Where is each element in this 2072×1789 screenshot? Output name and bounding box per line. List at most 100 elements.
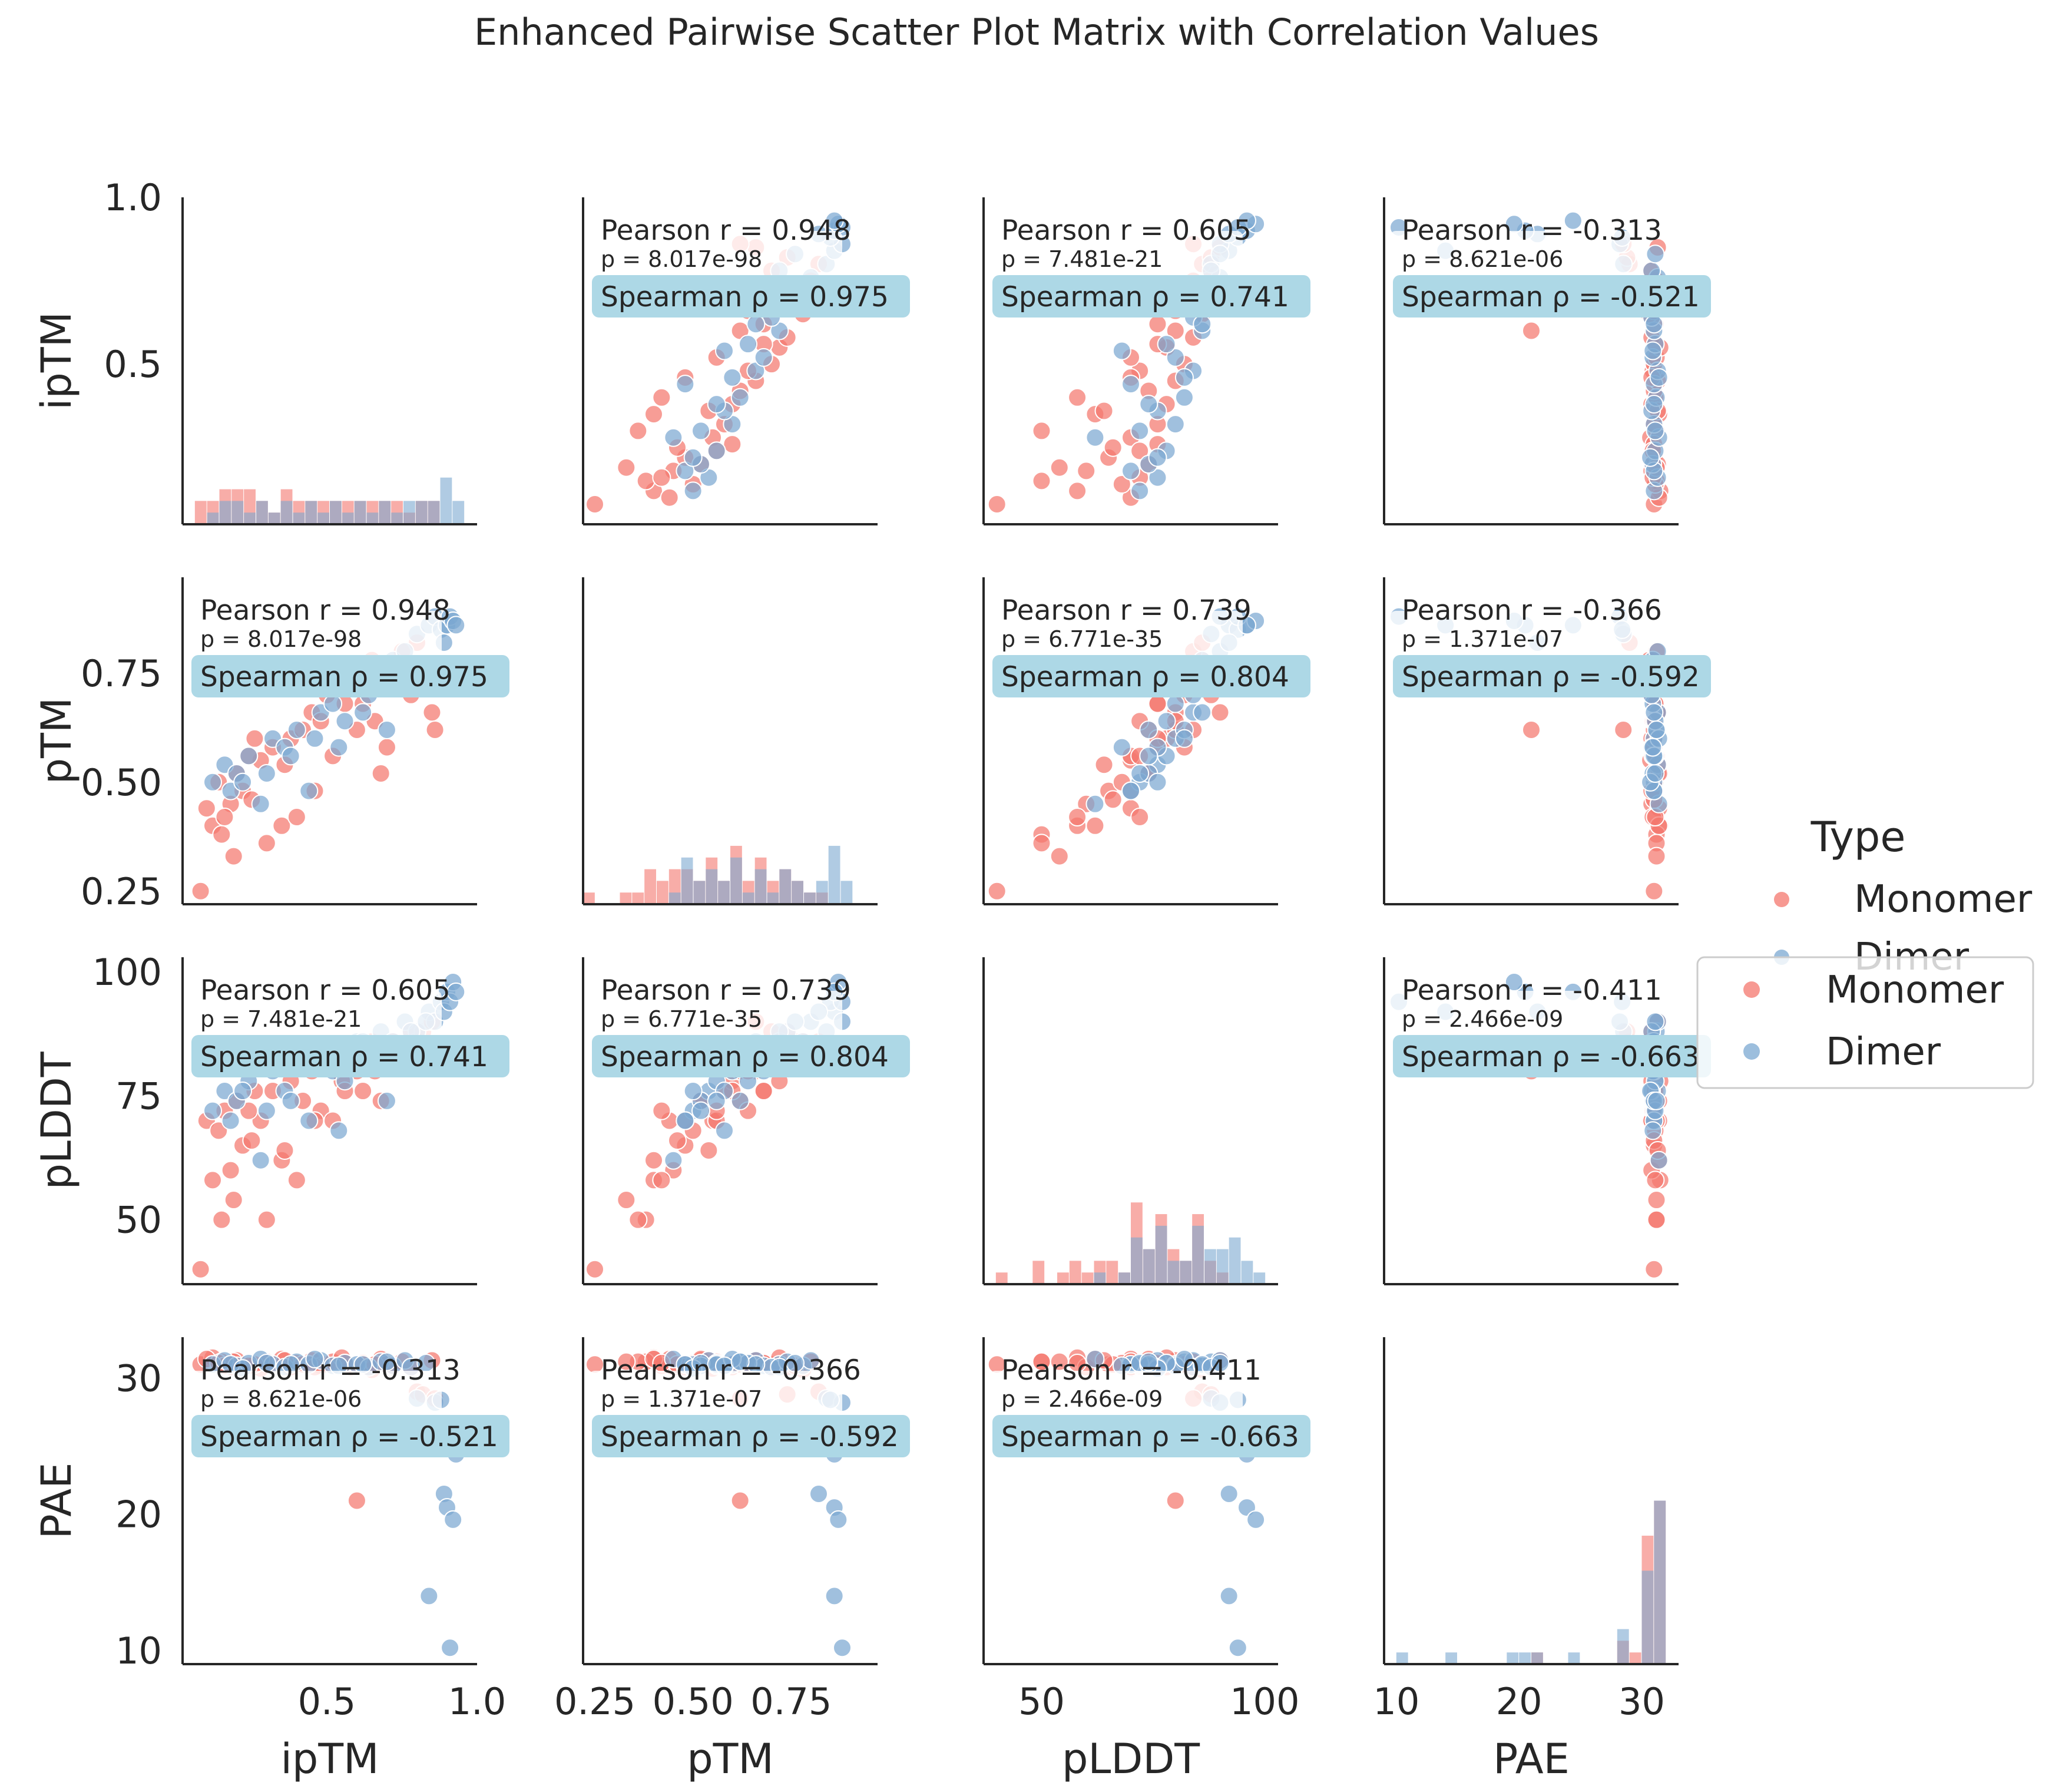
scatter-point-dimer xyxy=(833,1638,852,1658)
scatter-point-dimer xyxy=(446,616,466,635)
hist-bar-dimer xyxy=(391,512,403,524)
scatter-point-monomer xyxy=(215,808,234,826)
hist-bar-monomer xyxy=(583,892,595,904)
legend-box xyxy=(1696,956,2034,1089)
scatter-point-monomer xyxy=(636,471,656,491)
p-value-label: p = 8.621e-06 xyxy=(200,1386,362,1412)
scatter-point-dimer xyxy=(377,1352,396,1371)
y-tick-label: 75 xyxy=(115,1074,162,1117)
hist-bar-monomer xyxy=(657,881,668,904)
scatter-point-dimer xyxy=(1085,794,1105,814)
scatter-point-monomer xyxy=(425,720,445,739)
scatter-point-dimer xyxy=(1157,712,1176,731)
pearson-label: Pearson r = -0.411 xyxy=(1402,974,1662,1007)
y-tick-label: 0.50 xyxy=(81,761,162,804)
panel-iptm-vs-iptm xyxy=(181,197,477,525)
x-tick-label: 0.25 xyxy=(554,1680,635,1723)
hist-bar-dimer xyxy=(366,512,379,524)
scatter-point-monomer xyxy=(224,1191,243,1210)
x-axis-label-plddt: pLDDT xyxy=(1062,1735,1200,1783)
spearman-box xyxy=(1393,1035,1711,1077)
p-value-label: p = 8.017e-98 xyxy=(601,246,762,272)
scatter-point-dimer xyxy=(1148,468,1167,487)
pearson-label: Pearson r = 0.739 xyxy=(601,974,851,1007)
scatter-point-monomer xyxy=(1130,808,1150,826)
scatter-point-dimer xyxy=(305,729,325,748)
hist-bar-dimer xyxy=(415,501,428,524)
hist-bar-monomer xyxy=(1057,1272,1069,1284)
scatter-point-monomer xyxy=(191,1259,210,1279)
legend: Type Monomer Dimer Monomer Dimer xyxy=(1696,813,2034,1089)
scatter-point-monomer xyxy=(1032,471,1051,491)
x-tick-label: 20 xyxy=(1496,1680,1543,1723)
hist-bar-dimer xyxy=(1180,1261,1192,1284)
scatter-point-monomer xyxy=(377,738,396,757)
p-value-label: p = 6.771e-35 xyxy=(601,1006,762,1032)
hist-bar-dimer xyxy=(1155,1225,1167,1284)
scatter-point-monomer xyxy=(644,1150,663,1170)
scatter-point-monomer xyxy=(1647,1191,1666,1210)
scatter-point-monomer xyxy=(723,435,742,454)
panel-pae-vs-pae xyxy=(1383,1337,1679,1665)
scatter-point-monomer xyxy=(1646,1170,1665,1190)
scatter-point-dimer xyxy=(1139,746,1159,766)
hist-bar-dimer xyxy=(354,501,366,524)
hist-bar-dimer xyxy=(1531,1652,1543,1664)
hist-bar-dimer xyxy=(1131,1237,1143,1284)
scatter-point-dimer xyxy=(299,1111,319,1130)
scatter-point-dimer xyxy=(203,772,223,792)
scatter-point-dimer xyxy=(1112,738,1131,757)
pearson-box xyxy=(589,991,842,1040)
hist-bar-dimer xyxy=(268,512,280,524)
scatter-point-dimer xyxy=(1646,764,1665,783)
scatter-point-dimer xyxy=(1246,1510,1266,1529)
scatter-point-dimer xyxy=(1646,421,1665,441)
y-tick-label: 100 xyxy=(92,951,162,994)
hist-bar-dimer xyxy=(1241,1261,1253,1284)
scatter-point-monomer xyxy=(1522,720,1541,739)
scatter-point-dimer xyxy=(1121,461,1140,481)
scatter-point-dimer xyxy=(1130,481,1150,501)
scatter-point-monomer xyxy=(668,1131,687,1150)
scatter-point-monomer xyxy=(224,846,243,866)
hist-bar-dimer xyxy=(280,501,293,524)
scatter-point-monomer xyxy=(1210,703,1230,722)
hist-bar-monomer xyxy=(632,892,644,904)
scatter-point-monomer xyxy=(287,1170,306,1190)
scatter-point-monomer xyxy=(1085,816,1105,835)
spearman-label: Spearman ρ = -0.663 xyxy=(1001,1421,1299,1453)
hist-bar-monomer xyxy=(1081,1272,1094,1284)
hist-bar-dimer xyxy=(1167,1261,1180,1284)
scatter-point-monomer xyxy=(197,799,216,818)
scatter-point-monomer xyxy=(1103,438,1123,457)
hist-bar-dimer xyxy=(1519,1652,1531,1664)
pearson-box xyxy=(1390,611,1643,660)
hist-bar-dimer xyxy=(754,869,767,904)
x-tick-label: 50 xyxy=(1018,1680,1065,1723)
scatter-point-dimer xyxy=(329,1121,349,1140)
hist-bar-dimer xyxy=(219,501,231,524)
scatter-point-monomer xyxy=(652,1101,671,1120)
spearman-box xyxy=(592,1035,910,1077)
scatter-point-monomer xyxy=(257,1210,276,1229)
scatter-point-monomer xyxy=(1068,808,1087,826)
scatter-point-dimer xyxy=(683,448,703,467)
spearman-box xyxy=(992,275,1310,318)
legend2-marker-dimer xyxy=(1743,1043,1760,1060)
scatter-point-monomer xyxy=(1094,755,1114,775)
y-tick-label: 1.0 xyxy=(104,176,162,219)
scatter-point-monomer xyxy=(987,881,1007,901)
scatter-point-dimer xyxy=(1649,368,1669,387)
scatter-point-dimer xyxy=(754,348,773,367)
scatter-point-dimer xyxy=(1219,1484,1239,1503)
legend-title: Type xyxy=(1810,813,1906,861)
p-value-label: p = 8.621e-06 xyxy=(1402,246,1563,272)
x-tick-label: 10 xyxy=(1373,1680,1419,1723)
spearman-box xyxy=(191,1035,509,1077)
scatter-point-dimer xyxy=(443,1510,463,1529)
x-tick-label: 100 xyxy=(1230,1680,1299,1723)
legend2-label-monomer: Monomer xyxy=(1826,968,2004,1012)
